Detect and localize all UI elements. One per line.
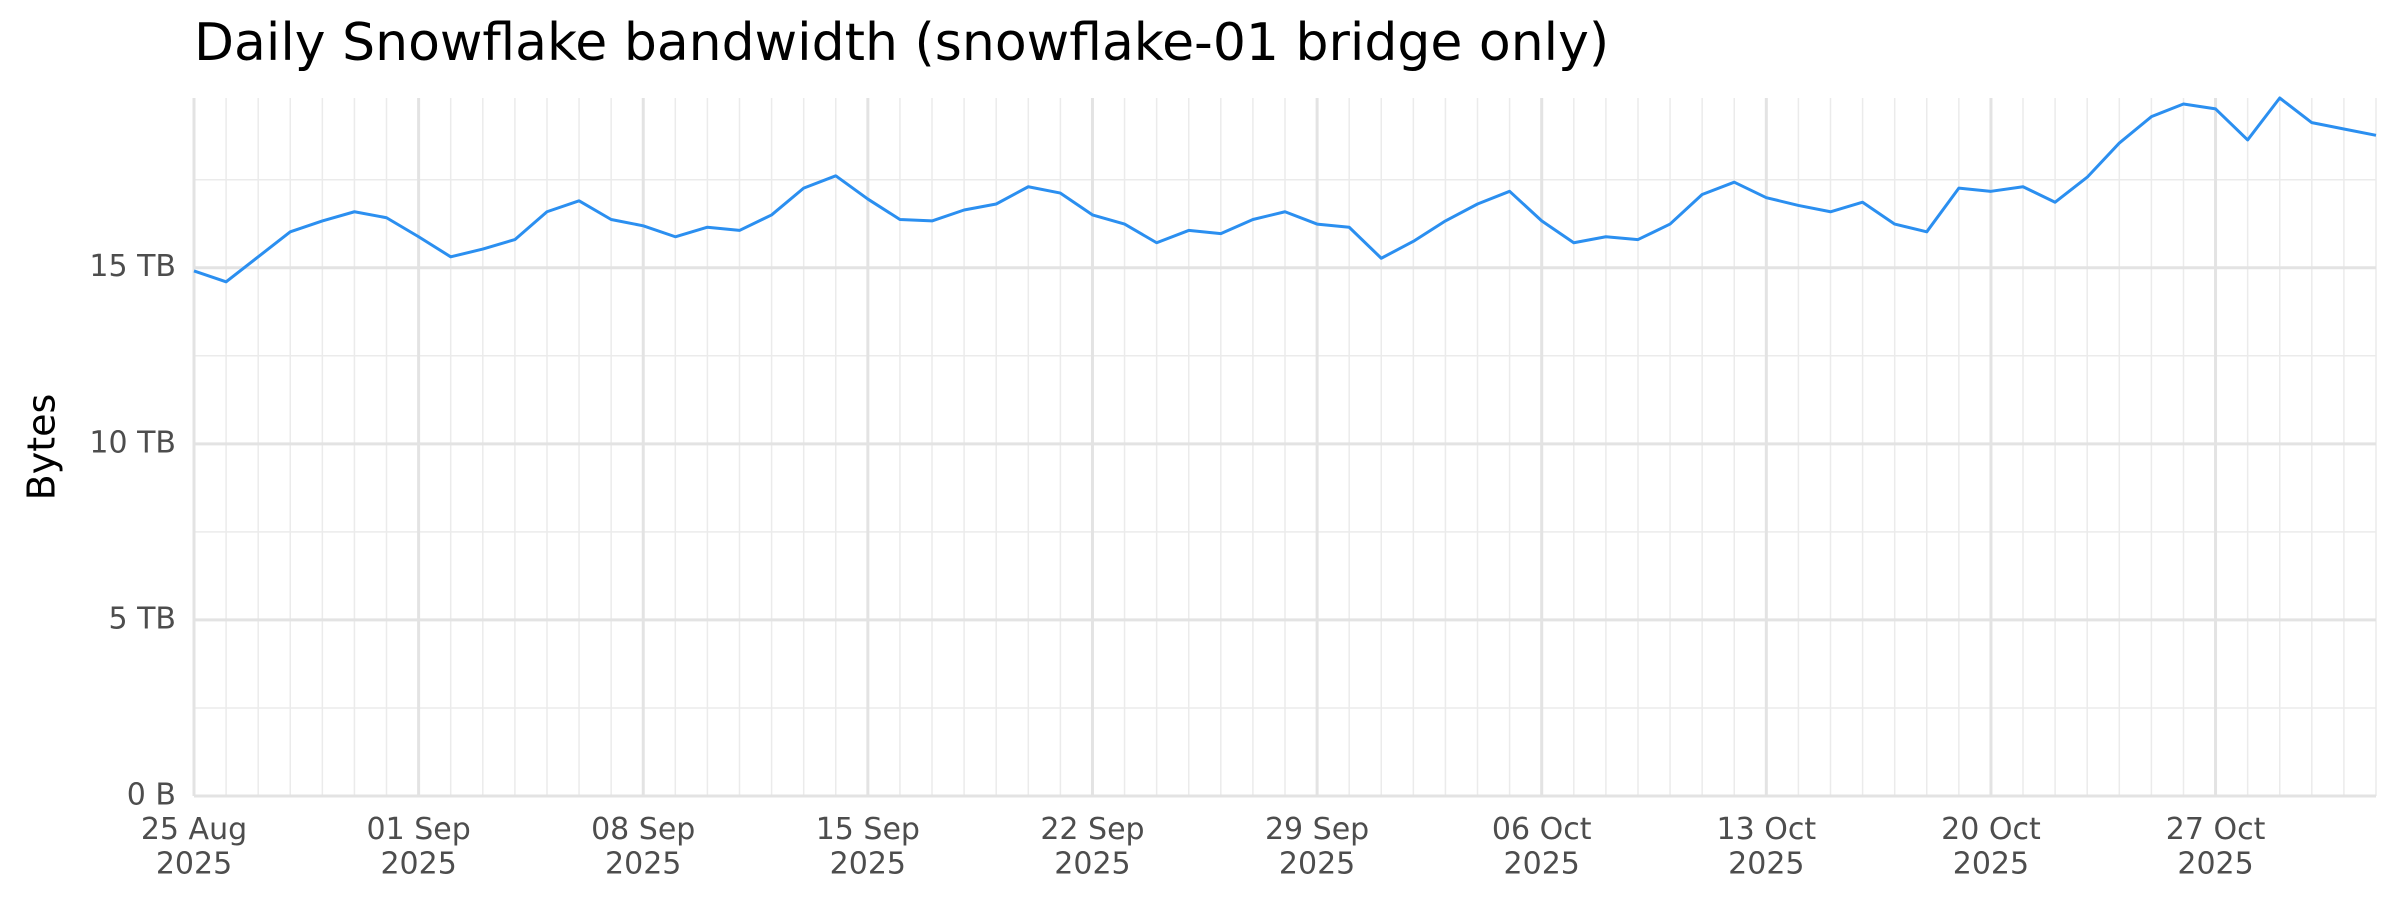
y-tick-label: 0 B [127, 778, 176, 813]
grid [192, 98, 2377, 798]
x-tick-label: 29 Sep 2025 [1265, 812, 1369, 882]
x-tick-label: 25 Aug 2025 [141, 812, 247, 882]
x-tick-label: 27 Oct 2025 [2166, 812, 2266, 882]
y-tick-label: 15 TB [89, 249, 176, 284]
y-axis-label: Bytes [20, 394, 64, 501]
chart-title: Daily Snowflake bandwidth (snowflake-01 … [194, 13, 1609, 73]
x-tick-label: 01 Sep 2025 [366, 812, 470, 882]
x-tick-label: 08 Sep 2025 [591, 812, 695, 882]
x-tick-label: 15 Sep 2025 [816, 812, 920, 882]
y-tick-label: 5 TB [108, 601, 176, 636]
x-tick-label: 13 Oct 2025 [1717, 812, 1817, 882]
x-tick-label: 06 Oct 2025 [1492, 812, 1592, 882]
y-tick-label: 10 TB [89, 425, 176, 460]
line-series [193, 96, 2377, 284]
x-tick-label: 20 Oct 2025 [1941, 812, 2041, 882]
x-tick-label: 22 Sep 2025 [1040, 812, 1144, 882]
